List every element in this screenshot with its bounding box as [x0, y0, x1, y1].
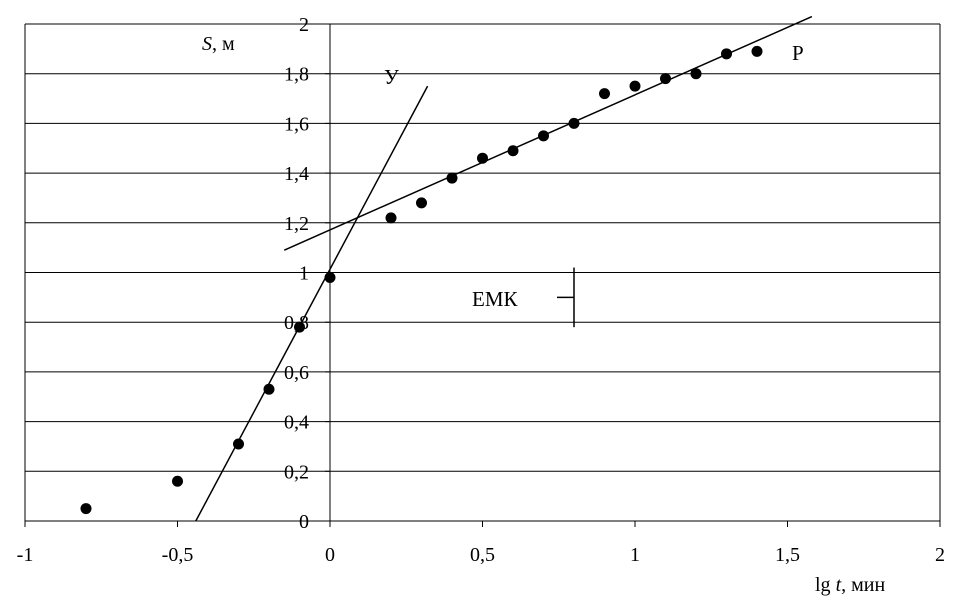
- y-axis-title: S, м: [202, 33, 235, 55]
- data-point: [263, 383, 275, 395]
- y-tick-label: 1,2: [284, 213, 309, 235]
- data-point: [599, 88, 610, 100]
- x-axis-unit: , мин: [841, 574, 885, 596]
- y-tick-label: 0,6: [284, 362, 309, 384]
- emk-annotation: [557, 267, 575, 328]
- y-tick-label: 1,8: [284, 64, 309, 86]
- x-axis-title: lg t, мин: [815, 574, 885, 596]
- x-tick-label: 0: [325, 544, 335, 566]
- x-tick-label: -1: [17, 544, 34, 566]
- data-point: [568, 117, 580, 129]
- x-tick-label: 1: [630, 544, 640, 566]
- x-axis-prefix: lg: [815, 574, 836, 596]
- x-axis-variable: t: [836, 574, 842, 596]
- x-tick-label: 2: [935, 544, 945, 566]
- data-point: [324, 271, 336, 283]
- data-point: [507, 145, 519, 157]
- data-point: [172, 475, 183, 487]
- data-point: [385, 212, 397, 224]
- data-point: [80, 503, 92, 515]
- data-point: [629, 80, 641, 92]
- y-axis-variable: S: [202, 33, 212, 55]
- data-point: [751, 45, 763, 57]
- y-tick-label: 1,6: [284, 113, 309, 135]
- data-point: [538, 130, 549, 142]
- y-tick-label: 0: [299, 511, 309, 533]
- data-point: [477, 152, 488, 164]
- line-label-y: У: [384, 65, 399, 89]
- y-tick-label: 1,4: [284, 163, 309, 185]
- data-point: [446, 172, 458, 184]
- data-point: [660, 73, 671, 85]
- line-label-r: Р: [792, 41, 804, 65]
- y-tick-label: 1: [299, 263, 309, 285]
- y-tick-label: 0,4: [284, 412, 309, 434]
- x-tick-label: 1,5: [775, 544, 800, 566]
- data-point: [416, 197, 427, 209]
- fit-line: [195, 85, 429, 522]
- y-axis-unit: , м: [212, 33, 235, 55]
- annotation-label: ЕМК: [472, 287, 519, 311]
- data-point: [721, 48, 732, 60]
- data-point: [690, 68, 702, 80]
- y-tick-label: 0,2: [284, 461, 309, 483]
- data-point: [233, 438, 244, 450]
- data-points: [80, 45, 763, 515]
- x-tick-label: -0,5: [162, 544, 194, 566]
- y-tick-label: 2: [299, 14, 309, 36]
- x-tick-label: 0,5: [470, 544, 495, 566]
- data-point: [294, 321, 305, 333]
- grid: [24, 23, 941, 521]
